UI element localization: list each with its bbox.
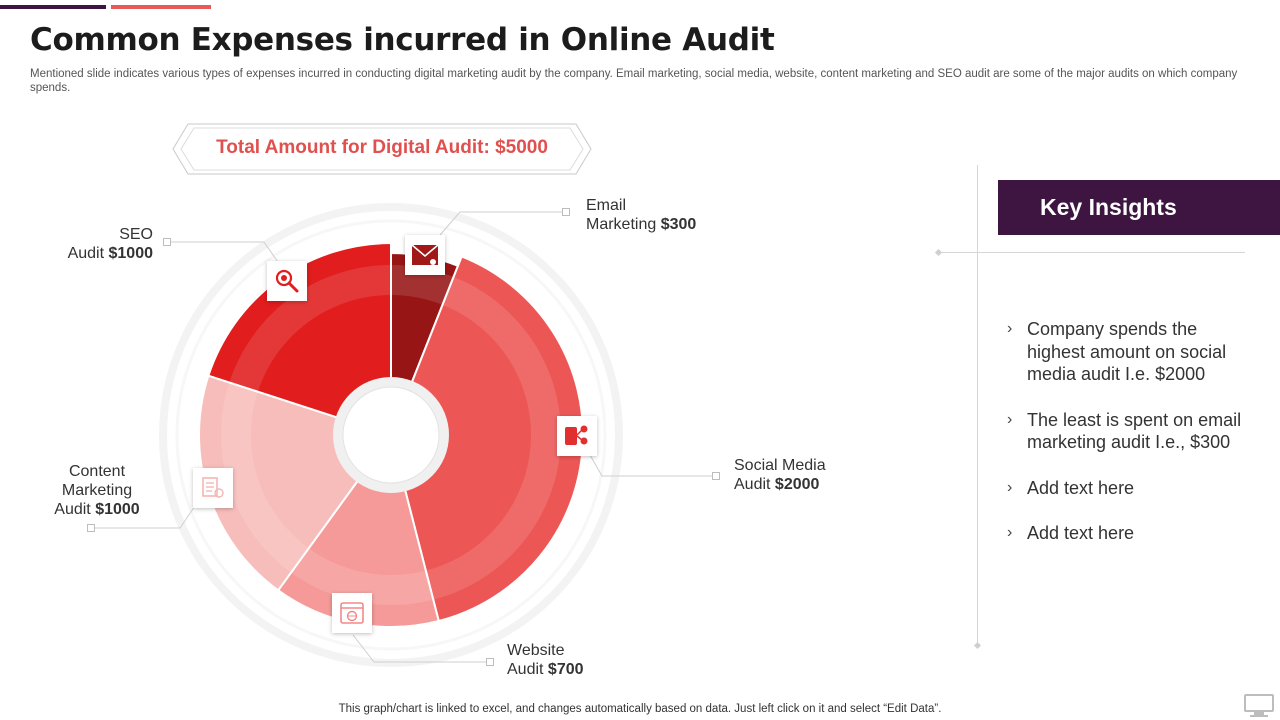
label-social-line1: Social Media — [734, 457, 826, 474]
label-content-amount: $1000 — [95, 501, 140, 518]
label-content-line3: Audit — [54, 501, 96, 518]
divider-dot — [973, 641, 982, 650]
page-title: Common Expenses incurred in Online Audit — [30, 22, 775, 58]
insights-divider-vertical — [977, 165, 978, 645]
label-website-line1: Website — [507, 642, 565, 659]
insight-item: › Company spends the highest amount on so… — [1007, 318, 1257, 386]
leader-content — [91, 505, 196, 529]
social-share-icon — [557, 416, 597, 456]
leader-website — [352, 634, 490, 663]
label-seo-line1: SEO — [119, 226, 153, 243]
insight-item: › The least is spent on email marketing a… — [1007, 409, 1257, 454]
insights-list: › Company spends the highest amount on so… — [1007, 318, 1257, 568]
banner-frame — [172, 123, 592, 175]
donut-hole — [342, 386, 440, 484]
insight-text: Add text here — [1027, 477, 1135, 498]
leader-email — [439, 211, 566, 236]
total-amount-banner: Total Amount for Digital Audit: $5000 — [172, 123, 592, 175]
overlay-band — [221, 265, 561, 605]
total-amount-label: Total Amount for Digital Audit: $5000 — [216, 137, 548, 158]
label-email-amount: $300 — [660, 216, 697, 233]
label-seo-amount: $1000 — [108, 245, 154, 262]
insight-text: Company spends the highest amount on soc… — [1027, 319, 1227, 384]
label-seo-line2: Audit — [67, 245, 109, 262]
footer-note: This graph/chart is linked to excel, and… — [338, 703, 942, 715]
label-content-line2: Marketing — [61, 482, 133, 499]
label-content-marketing-audit: Content Marketing Audit $1000 — [44, 462, 150, 519]
key-insights-header: Key Insights — [998, 180, 1280, 235]
chevron-right-icon: › — [1007, 478, 1013, 496]
insight-text: Add text here — [1027, 523, 1135, 543]
leader-social-endpoint — [712, 472, 720, 480]
leader-seo — [167, 241, 279, 263]
label-website-line2: Audit — [507, 661, 548, 678]
insight-item: › Add text here — [1007, 522, 1257, 545]
insight-text: The least is spent on email marketing au… — [1027, 409, 1242, 453]
label-seo-audit: SEO Audit $1000 — [40, 225, 153, 263]
seo-magnifier-icon — [267, 261, 307, 301]
expense-pie-chart — [87, 203, 720, 667]
chevron-right-icon: › — [1007, 524, 1013, 541]
email-envelope-icon — [405, 235, 445, 275]
monitor-icon — [1244, 694, 1274, 717]
leader-seo-endpoint — [163, 238, 171, 246]
leader-email-endpoint — [562, 208, 570, 216]
leader-website-endpoint — [486, 658, 494, 666]
website-browser-icon — [332, 593, 372, 633]
leader-social — [589, 454, 716, 477]
chevron-right-icon: › — [1007, 410, 1013, 428]
label-website-audit: Website Audit $700 — [507, 641, 584, 679]
label-social-amount: $2000 — [774, 476, 820, 493]
halo-ring-outer — [159, 203, 623, 667]
accent-bar-dark — [0, 5, 106, 9]
page-subtitle: Mentioned slide indicates various types … — [30, 68, 1238, 94]
insight-item: › Add text here — [1007, 477, 1257, 500]
halo-ring-inner — [175, 219, 607, 651]
accent-bar-red — [111, 5, 211, 9]
label-social-line2: Audit — [734, 476, 775, 493]
label-website-amount: $700 — [547, 661, 584, 678]
label-content-line1: Content — [68, 463, 126, 480]
content-document-icon — [193, 468, 233, 508]
label-email-marketing: Email Marketing $300 — [586, 196, 696, 234]
label-email-line1: Email — [586, 197, 627, 214]
label-email-line2: Marketing — [586, 216, 661, 233]
label-social-media-audit: Social Media Audit $2000 — [734, 456, 826, 494]
leader-content-endpoint — [87, 524, 95, 532]
insights-divider-horizontal — [940, 252, 1245, 253]
chevron-right-icon: › — [1007, 320, 1013, 337]
